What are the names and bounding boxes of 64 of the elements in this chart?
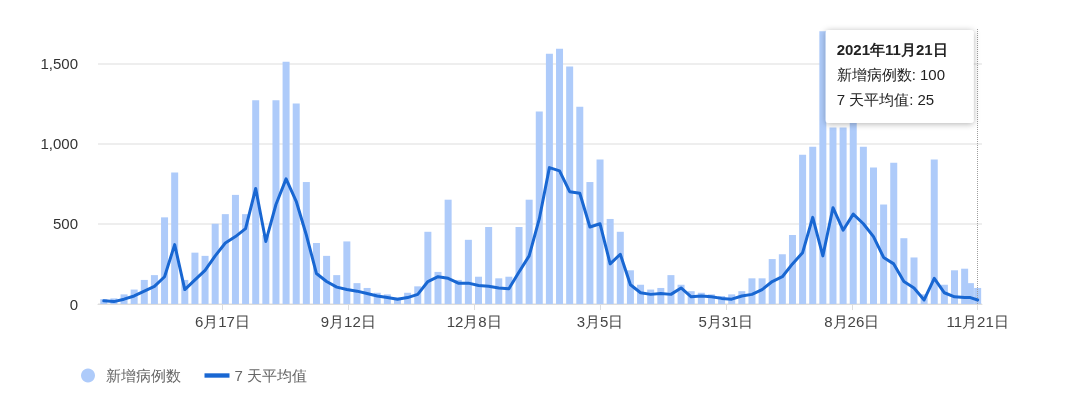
bar [829, 127, 837, 304]
y-tick-label: 1,500 [40, 54, 78, 72]
bar [292, 103, 300, 304]
bar [788, 235, 796, 304]
bar [930, 159, 938, 304]
annotation: 7 天平均值: 25 [836, 91, 935, 108]
bar [302, 182, 310, 304]
bar [859, 146, 867, 304]
bar [343, 241, 351, 304]
bar [191, 252, 199, 304]
x-tick-label: 12月8日 [446, 313, 502, 330]
bar [161, 217, 169, 304]
bar [606, 218, 614, 304]
bar [556, 48, 564, 304]
bar [272, 100, 280, 304]
x-tick-label: 5月31日 [698, 313, 754, 330]
bar [282, 61, 290, 304]
y-tick-label: 0 [69, 295, 78, 313]
bar [910, 257, 918, 304]
x-tick-label: 6月17日 [194, 313, 250, 330]
bar [201, 255, 209, 304]
bar [221, 214, 229, 304]
bar [566, 66, 574, 304]
bar [545, 53, 553, 304]
x-tick-label: 8月26日 [824, 313, 880, 330]
bar [768, 259, 776, 304]
bar [799, 154, 807, 304]
legend-label: 新增病例数 [105, 367, 181, 384]
bar [778, 254, 786, 304]
bar [211, 223, 219, 304]
bar [444, 199, 452, 304]
bar [809, 146, 817, 304]
legend-label: 7 天平均值 [234, 367, 308, 384]
bar [951, 270, 959, 304]
bar [880, 204, 888, 304]
bar [586, 182, 594, 304]
x-tick-label: 3月5日 [576, 313, 624, 330]
bar [171, 172, 179, 304]
bar [576, 106, 584, 304]
bar [252, 100, 260, 304]
bar [869, 167, 877, 304]
x-tick-label: 11月21日 [946, 313, 1009, 330]
bar [890, 162, 898, 304]
bar [900, 238, 908, 304]
bar [242, 214, 250, 304]
bar [596, 159, 604, 304]
line-series [102, 166, 980, 304]
bar [424, 231, 432, 304]
bar [525, 199, 533, 304]
bar [849, 122, 857, 304]
bar [839, 127, 847, 304]
y-tick-label: 1,000 [40, 135, 78, 153]
bar [515, 226, 523, 304]
bar [231, 194, 239, 304]
y-tick-label: 500 [52, 215, 78, 233]
bar [262, 235, 270, 304]
bar [464, 239, 472, 304]
annotation: 2021年11月21日 [836, 41, 948, 58]
bar [535, 111, 543, 304]
bar [819, 31, 827, 304]
annotation: 新增病例数: 100 [836, 66, 946, 83]
x-tick-label: 9月12日 [320, 313, 376, 330]
bar [485, 226, 493, 304]
bar [323, 255, 331, 304]
